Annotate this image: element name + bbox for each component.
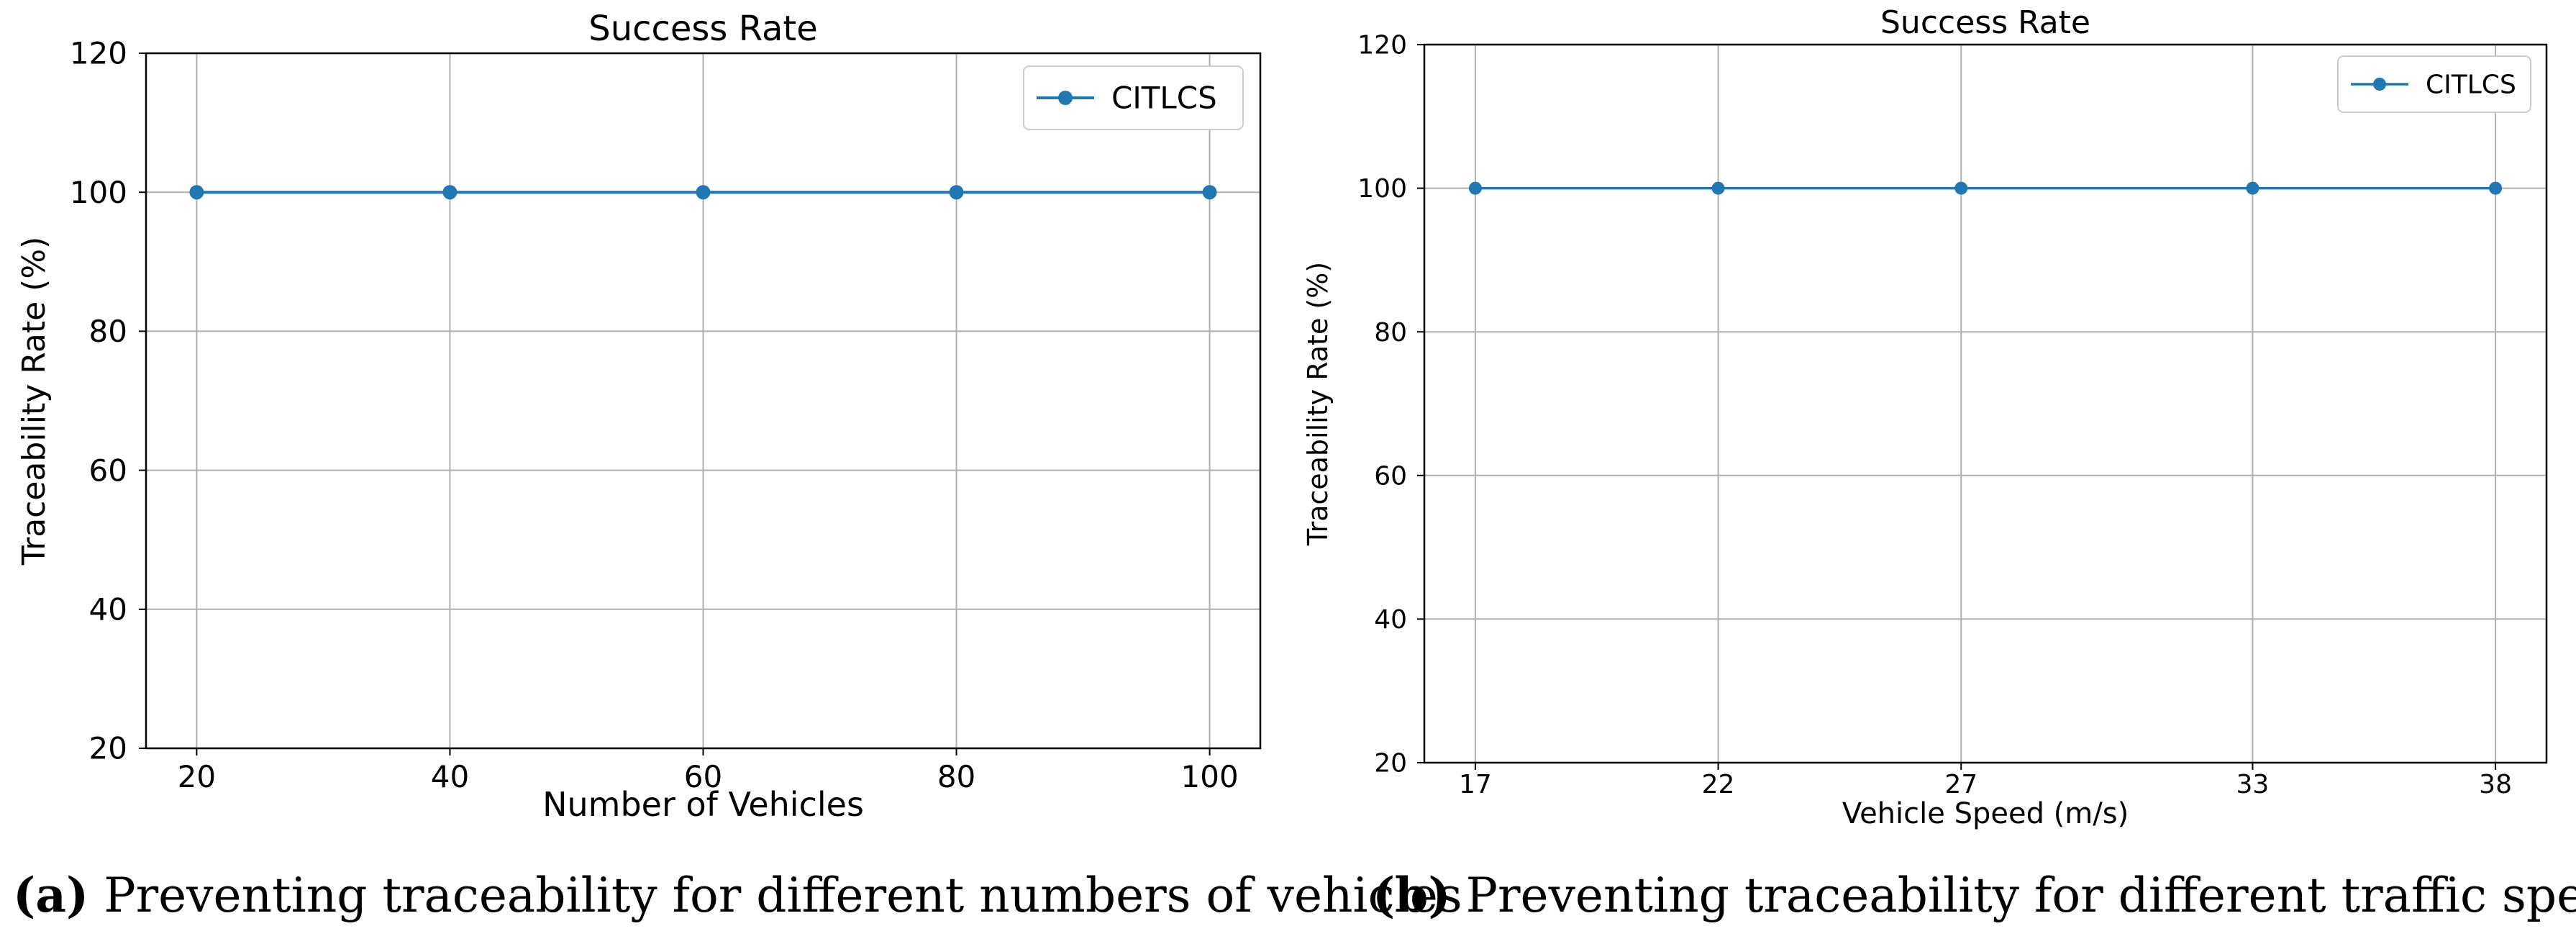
x-tick-label: 22 bbox=[1702, 770, 1735, 799]
x-tick-label: 17 bbox=[1459, 770, 1492, 799]
y-tick-label: 60 bbox=[1374, 461, 1407, 491]
x-tick-label: 20 bbox=[178, 759, 216, 794]
plot-frame bbox=[145, 52, 1262, 750]
y-axis-label: Traceability Rate (%) bbox=[16, 237, 53, 566]
y-tick-label: 80 bbox=[1374, 318, 1407, 348]
y-tick-label: 120 bbox=[1357, 31, 1407, 60]
chart-panel-b: 17 22 27 33 38 20 40 60 80 100 120 Success Rate Vehi… bbox=[1302, 4, 2548, 830]
legend-marker bbox=[2373, 78, 2386, 91]
x-tick-label: 60 bbox=[684, 759, 722, 794]
data-point bbox=[1954, 181, 1968, 195]
y-tick-label: 120 bbox=[70, 36, 127, 71]
y-tick-label: 60 bbox=[89, 453, 127, 488]
x-tick-label: 100 bbox=[1181, 759, 1239, 794]
legend-box bbox=[2337, 55, 2531, 113]
legend-box bbox=[1023, 65, 1244, 130]
x-tick-label: 38 bbox=[2479, 770, 2512, 799]
caption-a-text: Preventing traceability for different nu… bbox=[104, 868, 1462, 923]
y-tick-label: 100 bbox=[70, 175, 127, 210]
y-tick-label: 20 bbox=[89, 731, 127, 766]
caption-a-label: (a) bbox=[13, 867, 89, 923]
caption-b-text: Preventing traceability for different tr… bbox=[1465, 868, 2576, 923]
chart-panel-a: 20 40 60 80 100 20 40 60 80 100 120 Success Rate Num… bbox=[16, 9, 1262, 824]
y-axis-label: Traceability Rate (%) bbox=[1302, 262, 1334, 546]
y-tick-label: 100 bbox=[1357, 174, 1407, 204]
data-point bbox=[2246, 181, 2259, 195]
x-tick-label: 33 bbox=[2236, 770, 2270, 799]
legend-label: CITLCS bbox=[2426, 71, 2516, 100]
chart-title: Success Rate bbox=[588, 9, 818, 49]
y-tick-label: 20 bbox=[1374, 749, 1407, 779]
data-point bbox=[1711, 181, 1725, 195]
data-point bbox=[949, 185, 964, 200]
x-tick-label: 80 bbox=[937, 759, 975, 794]
data-point bbox=[189, 185, 204, 200]
plot-frame bbox=[1423, 43, 2548, 764]
x-axis-label: Vehicle Speed (m/s) bbox=[1842, 797, 2129, 830]
legend-marker bbox=[1058, 91, 1073, 105]
chart-title: Success Rate bbox=[1880, 4, 2090, 41]
y-tick-label: 40 bbox=[89, 592, 127, 627]
data-point bbox=[2489, 181, 2503, 195]
x-tick-label: 40 bbox=[431, 759, 469, 794]
y-tick-label: 40 bbox=[1374, 605, 1407, 635]
caption-b: (b) Preventing traceability for differen… bbox=[1373, 867, 2576, 923]
data-point bbox=[1202, 185, 1217, 200]
data-point bbox=[442, 185, 458, 200]
x-tick-label: 27 bbox=[1944, 770, 1977, 799]
caption-b-label: (b) bbox=[1373, 867, 1451, 923]
data-point bbox=[696, 185, 711, 200]
x-axis-label: Number of Vehicles bbox=[542, 785, 864, 824]
y-tick-label: 80 bbox=[89, 314, 127, 349]
caption-a: (a) Preventing traceability for differen… bbox=[13, 867, 1462, 923]
legend-label: CITLCS bbox=[1111, 81, 1217, 116]
data-point bbox=[1468, 181, 1482, 195]
